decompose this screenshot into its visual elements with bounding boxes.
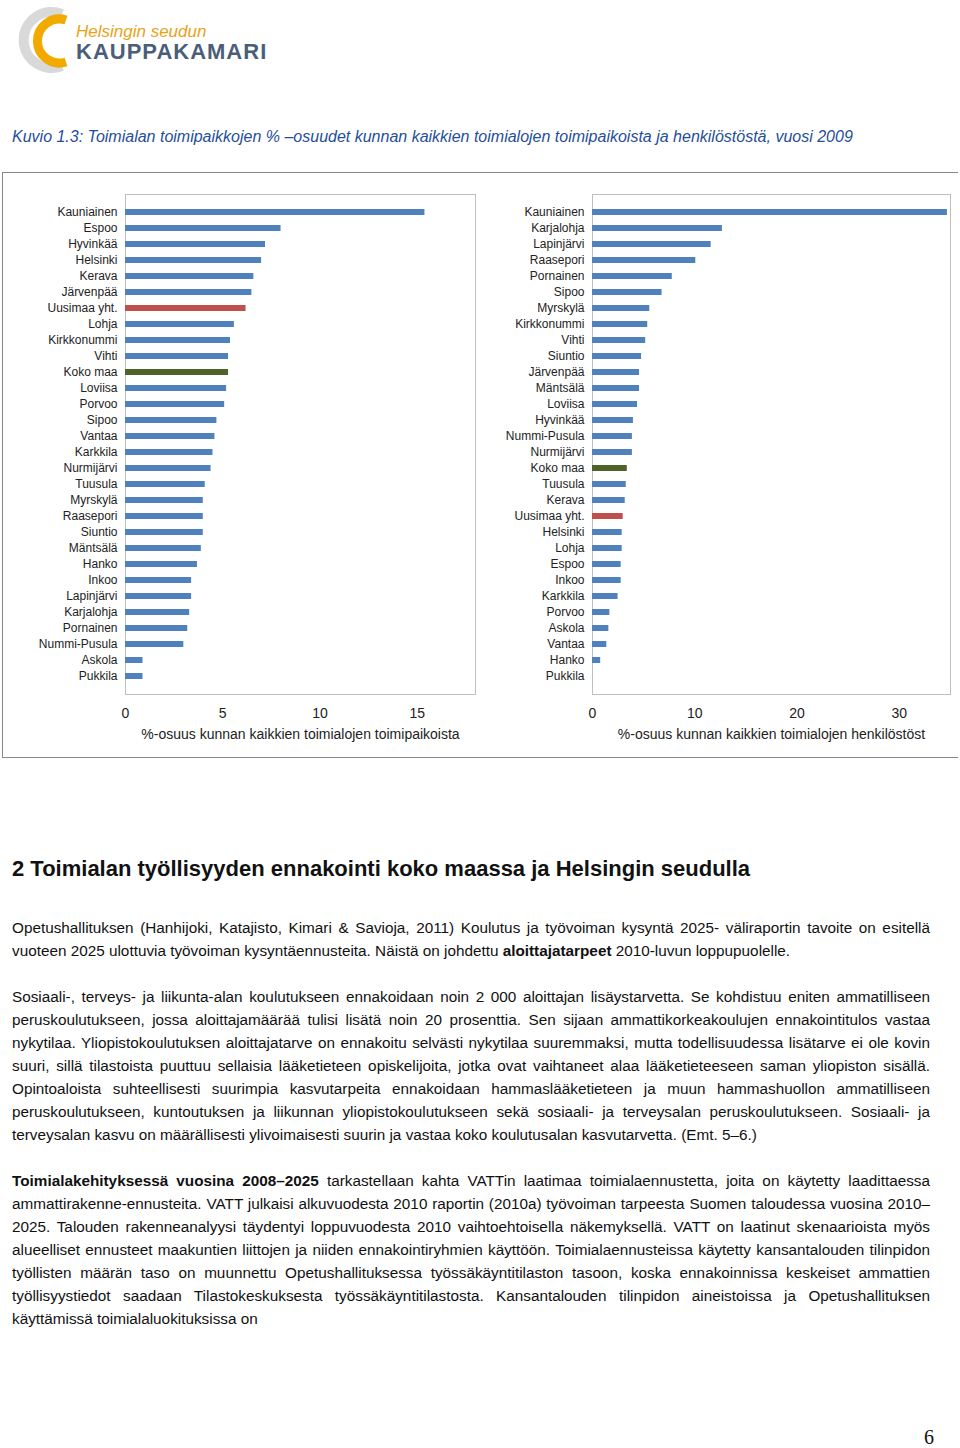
- svg-text:Nurmijärvi: Nurmijärvi: [531, 445, 585, 459]
- svg-text:Helsingin seudun: Helsingin seudun: [76, 22, 207, 41]
- html-text:Kuvio 1.3: Toimialan toimipaik: Kuvio 1.3: Toimialan toimipaikkojen % –o…: [12, 128, 853, 145]
- svg-text:Vantaa: Vantaa: [80, 429, 117, 443]
- svg-text:Pornainen: Pornainen: [63, 621, 118, 635]
- html-text:Sosiaali-, terveys- ja liikunt: Sosiaali-, terveys- ja liikunta-alan kou…: [12, 988, 930, 1143]
- svg-text:30: 30: [892, 705, 908, 721]
- svg-text:Karjalohja: Karjalohja: [531, 221, 585, 235]
- svg-text:Porvoo: Porvoo: [546, 605, 584, 619]
- svg-text:Kerava: Kerava: [79, 269, 117, 283]
- svg-text:Mäntsälä: Mäntsälä: [536, 381, 585, 395]
- svg-text:Mäntsälä: Mäntsälä: [69, 541, 118, 555]
- svg-text:Vihti: Vihti: [561, 333, 584, 347]
- svg-text:Myrskylä: Myrskylä: [537, 301, 585, 315]
- svg-text:Inkoo: Inkoo: [88, 573, 118, 587]
- svg-text:%-osuus kunnan kaikkien toimia: %-osuus kunnan kaikkien toimialojen henk…: [618, 726, 926, 742]
- svg-text:0: 0: [589, 705, 597, 721]
- svg-text:Tuusula: Tuusula: [75, 477, 118, 491]
- svg-text:Hanko: Hanko: [550, 653, 585, 667]
- html-text:2 Toimialan työllisyyden ennak: 2 Toimialan työllisyyden ennakointi koko…: [12, 856, 750, 881]
- svg-text:Raasepori: Raasepori: [63, 509, 118, 523]
- svg-text:Inkoo: Inkoo: [555, 573, 585, 587]
- svg-text:Kerava: Kerava: [546, 493, 584, 507]
- svg-text:Askola: Askola: [548, 621, 584, 635]
- svg-text:Nummi-Pusula: Nummi-Pusula: [506, 429, 585, 443]
- svg-text:Loviisa: Loviisa: [80, 381, 118, 395]
- svg-text:5: 5: [219, 705, 227, 721]
- svg-text:Pukkila: Pukkila: [79, 669, 118, 683]
- svg-text:Lohja: Lohja: [555, 541, 585, 555]
- svg-text:Koko maa: Koko maa: [530, 461, 584, 475]
- svg-text:Sipoo: Sipoo: [554, 285, 585, 299]
- svg-text:Järvenpää: Järvenpää: [61, 285, 117, 299]
- svg-text:Lapinjärvi: Lapinjärvi: [66, 589, 117, 603]
- svg-text:0: 0: [122, 705, 130, 721]
- svg-text:10: 10: [687, 705, 703, 721]
- svg-text:Kauniainen: Kauniainen: [57, 205, 117, 219]
- svg-text:Kirkkonummi: Kirkkonummi: [48, 333, 117, 347]
- svg-text:Koko maa: Koko maa: [63, 365, 117, 379]
- svg-text:Nummi-Pusula: Nummi-Pusula: [39, 637, 118, 651]
- svg-text:10: 10: [312, 705, 328, 721]
- svg-text:Hyvinkää: Hyvinkää: [535, 413, 585, 427]
- svg-text:Karkkila: Karkkila: [75, 445, 118, 459]
- svg-text:Tuusula: Tuusula: [542, 477, 585, 491]
- svg-text:15: 15: [409, 705, 425, 721]
- svg-text:Kauniainen: Kauniainen: [524, 205, 584, 219]
- svg-text:%-osuus kunnan kaikkien toimia: %-osuus kunnan kaikkien toimialojen toim…: [141, 726, 459, 742]
- html-text:Opetushallituksen (Hanhijoki,: Opetushallituksen (Hanhijoki, Katajisto,…: [12, 919, 930, 959]
- svg-text:Karkkila: Karkkila: [542, 589, 585, 603]
- html-text:Toimialakehityksessä vuosina 2: Toimialakehityksessä vuosina 2008–2025 t…: [12, 1172, 930, 1327]
- svg-text:Karjalohja: Karjalohja: [64, 605, 118, 619]
- svg-text:Vantaa: Vantaa: [547, 637, 584, 651]
- svg-text:KAUPPAKAMARI: KAUPPAKAMARI: [76, 39, 267, 64]
- svg-text:Espoo: Espoo: [550, 557, 584, 571]
- svg-text:Sipoo: Sipoo: [87, 413, 118, 427]
- svg-text:Porvoo: Porvoo: [79, 397, 117, 411]
- svg-text:Nurmijärvi: Nurmijärvi: [64, 461, 118, 475]
- svg-text:Uusimaa yht.: Uusimaa yht.: [47, 301, 117, 315]
- svg-text:Pukkila: Pukkila: [546, 669, 585, 683]
- svg-text:Hyvinkää: Hyvinkää: [68, 237, 118, 251]
- svg-text:Raasepori: Raasepori: [530, 253, 585, 267]
- svg-text:Helsinki: Helsinki: [75, 253, 117, 267]
- svg-text:Helsinki: Helsinki: [542, 525, 584, 539]
- svg-text:Loviisa: Loviisa: [547, 397, 585, 411]
- svg-text:Kirkkonummi: Kirkkonummi: [515, 317, 584, 331]
- svg-text:Siuntio: Siuntio: [548, 349, 585, 363]
- svg-text:20: 20: [789, 705, 805, 721]
- svg-text:Lohja: Lohja: [88, 317, 118, 331]
- html-text:6: 6: [924, 1426, 934, 1448]
- svg-text:Lapinjärvi: Lapinjärvi: [533, 237, 584, 251]
- svg-text:Myrskylä: Myrskylä: [70, 493, 118, 507]
- svg-text:Siuntio: Siuntio: [81, 525, 118, 539]
- svg-text:Askola: Askola: [81, 653, 117, 667]
- svg-text:Järvenpää: Järvenpää: [528, 365, 584, 379]
- svg-text:Vihti: Vihti: [94, 349, 117, 363]
- svg-text:Hanko: Hanko: [83, 557, 118, 571]
- svg-text:Espoo: Espoo: [83, 221, 117, 235]
- svg-text:Uusimaa yht.: Uusimaa yht.: [514, 509, 584, 523]
- svg-text:Pornainen: Pornainen: [530, 269, 585, 283]
